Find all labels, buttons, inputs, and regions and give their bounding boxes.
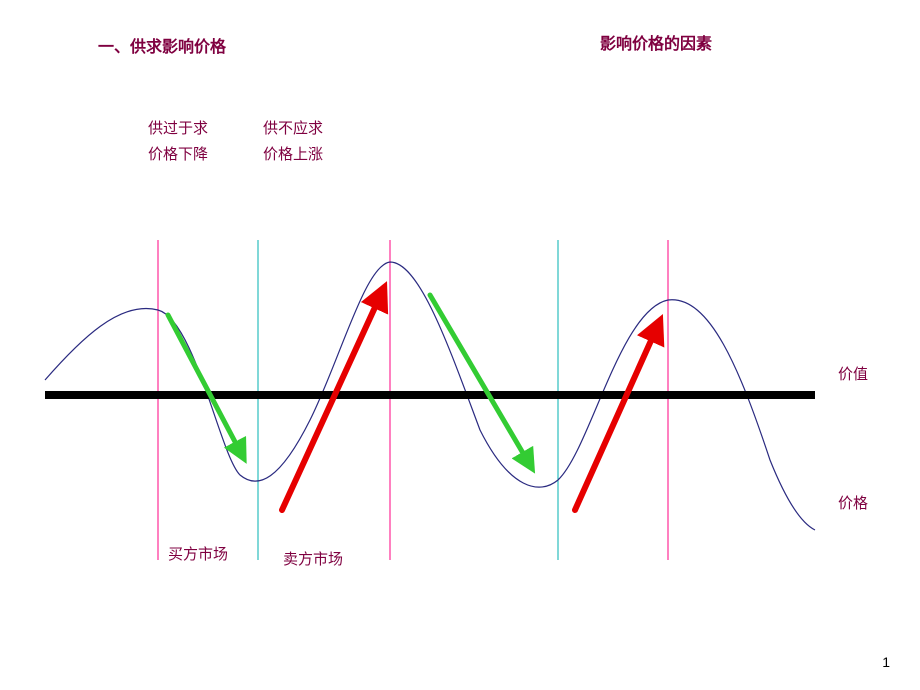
down-arrow-icon — [430, 295, 530, 465]
up-arrow-icon — [282, 292, 382, 510]
down-arrow-icon — [168, 315, 242, 455]
up-arrow-icon — [575, 325, 658, 510]
diagram-canvas — [0, 0, 920, 690]
